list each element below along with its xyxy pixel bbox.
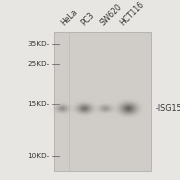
Text: SW620: SW620 bbox=[99, 3, 124, 28]
Text: 10KD-: 10KD- bbox=[27, 153, 50, 159]
Text: HeLa: HeLa bbox=[59, 8, 79, 28]
Text: 25KD-: 25KD- bbox=[27, 61, 50, 67]
Text: -ISG15: -ISG15 bbox=[156, 104, 180, 113]
Text: 15KD-: 15KD- bbox=[27, 100, 50, 107]
Text: 35KD-: 35KD- bbox=[27, 41, 50, 47]
Bar bbox=[54, 32, 151, 171]
Text: HCT116: HCT116 bbox=[119, 0, 146, 28]
Text: PC3: PC3 bbox=[79, 11, 96, 28]
